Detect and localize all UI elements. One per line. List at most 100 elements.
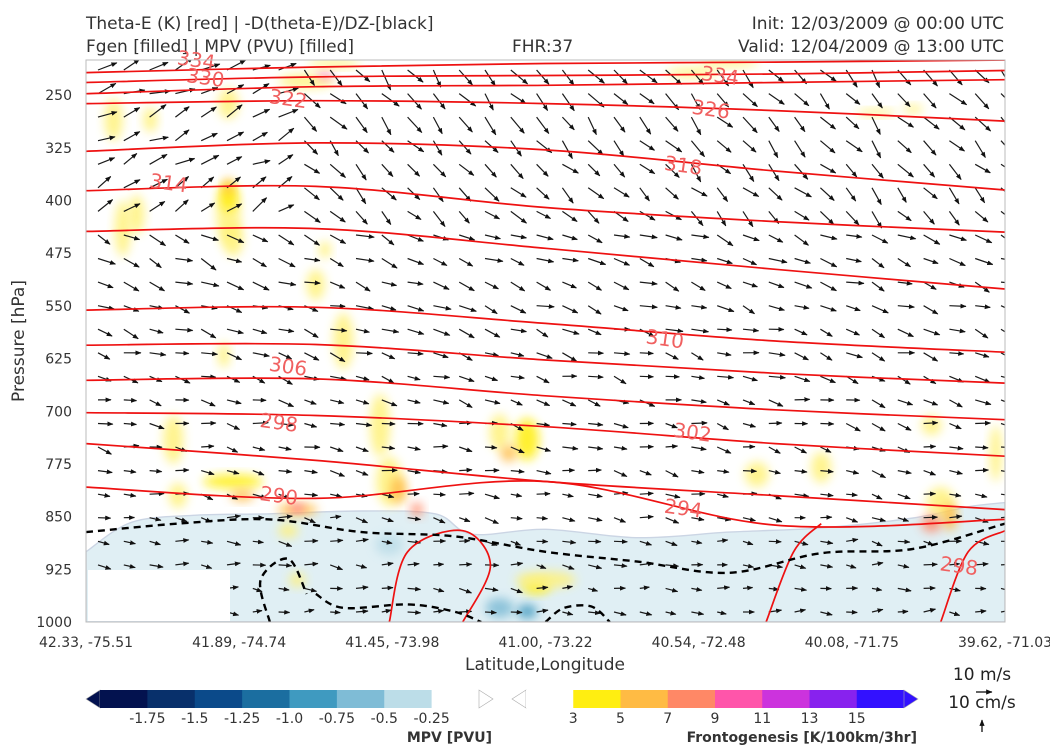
wind-vector — [949, 257, 966, 267]
wind-vector — [691, 399, 707, 404]
fgen-colorbar-tick-label: 15 — [848, 711, 866, 727]
theta-e-line-2 — [86, 78, 1005, 95]
wind-vector — [149, 540, 161, 546]
wind-vector — [252, 470, 265, 476]
wind-vector — [588, 564, 603, 570]
wind-vector — [226, 561, 241, 567]
wind-vector — [330, 375, 347, 381]
theta-e-label-10: 310 — [644, 324, 685, 353]
wind-vector — [149, 258, 162, 269]
mpv-colorbar-swatch — [242, 690, 290, 708]
wind-vector — [690, 164, 702, 183]
fgen-shade-14 — [370, 393, 391, 457]
wind-vector — [510, 609, 523, 615]
wind-vector — [1000, 608, 1005, 614]
wind-vector — [768, 163, 780, 182]
wind-vector — [562, 234, 578, 241]
fgen-colorbar-tick-label: 9 — [711, 711, 720, 727]
wind-vector — [433, 562, 445, 567]
wind-vector — [794, 493, 810, 498]
wind-vector — [226, 281, 245, 291]
y-tick-label: 625 — [45, 352, 72, 368]
wind-vector — [613, 422, 629, 429]
wind-vector — [717, 374, 735, 380]
wind-vector — [381, 608, 392, 614]
wind-vector — [536, 352, 553, 359]
wind-vector — [871, 281, 885, 292]
wind-vector — [974, 187, 986, 204]
wind-vector — [536, 446, 552, 452]
theta-e-label-5: 298 — [258, 408, 299, 437]
wind-vector — [665, 163, 680, 178]
y-tick-label: 775 — [45, 457, 72, 473]
wind-vector — [484, 609, 497, 615]
wind-vector — [820, 234, 838, 241]
wind-vector — [433, 422, 448, 428]
wind-vector — [175, 157, 196, 165]
theta-e-label-3: 314 — [148, 168, 189, 197]
mpv-colorbar-swatch — [147, 690, 196, 708]
wind-vector — [304, 538, 319, 544]
wind-vector — [433, 517, 446, 524]
wind-vector — [484, 587, 499, 592]
wind-vector — [200, 258, 217, 271]
wind-vector — [975, 399, 992, 406]
wind-vector — [226, 352, 243, 361]
wind-vector — [613, 539, 628, 544]
wind-vector — [871, 93, 883, 109]
wind-vector — [123, 153, 138, 165]
wind-vector — [304, 469, 318, 475]
wind-vector — [820, 375, 836, 384]
theta-e-line-1 — [86, 69, 1005, 84]
wind-vector — [949, 399, 963, 408]
wind-vector — [407, 446, 421, 451]
wind-vector — [200, 399, 216, 407]
wind-vector — [613, 257, 631, 266]
mpv-colorbar-swatch — [289, 690, 338, 708]
wind-vector — [665, 304, 682, 310]
wind-vector — [820, 540, 834, 545]
wind-vector — [458, 257, 474, 267]
fgen-shade-26 — [489, 414, 510, 451]
wind-vector — [613, 445, 628, 451]
theta-e-line-4 — [86, 142, 1005, 191]
mpv-colorbar-end-right — [478, 689, 494, 709]
mpv-colorbar-tick-label: -1.5 — [181, 711, 208, 727]
wind-vector — [665, 140, 683, 153]
wind-vector — [329, 93, 347, 105]
wind-vector — [484, 517, 499, 525]
theta-e-line-surface-right — [765, 522, 822, 622]
wind-vector — [588, 610, 601, 616]
wind-vector — [768, 539, 782, 544]
fgen-colorbar-swatch — [620, 690, 669, 708]
mpv-colorbar-tick-label: -0.5 — [371, 711, 398, 727]
wind-vector — [458, 399, 473, 409]
wind-vector — [330, 446, 344, 452]
wind-vector — [562, 163, 579, 174]
wind-vector — [510, 399, 523, 406]
wind-vector — [252, 328, 268, 335]
mpv-colorbar-tick-label: -0.75 — [319, 711, 355, 727]
fgen-colorbar-title: Frontogenesis [K/100km/3hr] — [687, 730, 917, 746]
wind-vector — [175, 129, 190, 142]
wind-vector — [665, 493, 681, 499]
wind-vector — [123, 60, 140, 71]
wind-vector — [665, 422, 678, 429]
wind-vector — [97, 493, 111, 498]
wind-vector — [458, 517, 471, 523]
wind-vector — [484, 234, 501, 240]
wind-vector — [330, 538, 344, 544]
wind-vector — [97, 281, 114, 289]
wind-vector — [923, 444, 937, 450]
wind-vector — [433, 257, 448, 267]
wind-vector — [949, 514, 963, 520]
wind-vector — [329, 116, 348, 130]
wind-vector — [97, 234, 111, 245]
y-tick-label: 1000 — [36, 615, 72, 631]
wind-vector — [923, 257, 939, 264]
wind-vector — [897, 210, 912, 222]
wind-vector — [381, 399, 398, 407]
theta-e-line-surface-far-right — [939, 529, 1005, 622]
wind-vector — [923, 608, 937, 613]
wind-vector — [123, 234, 141, 241]
